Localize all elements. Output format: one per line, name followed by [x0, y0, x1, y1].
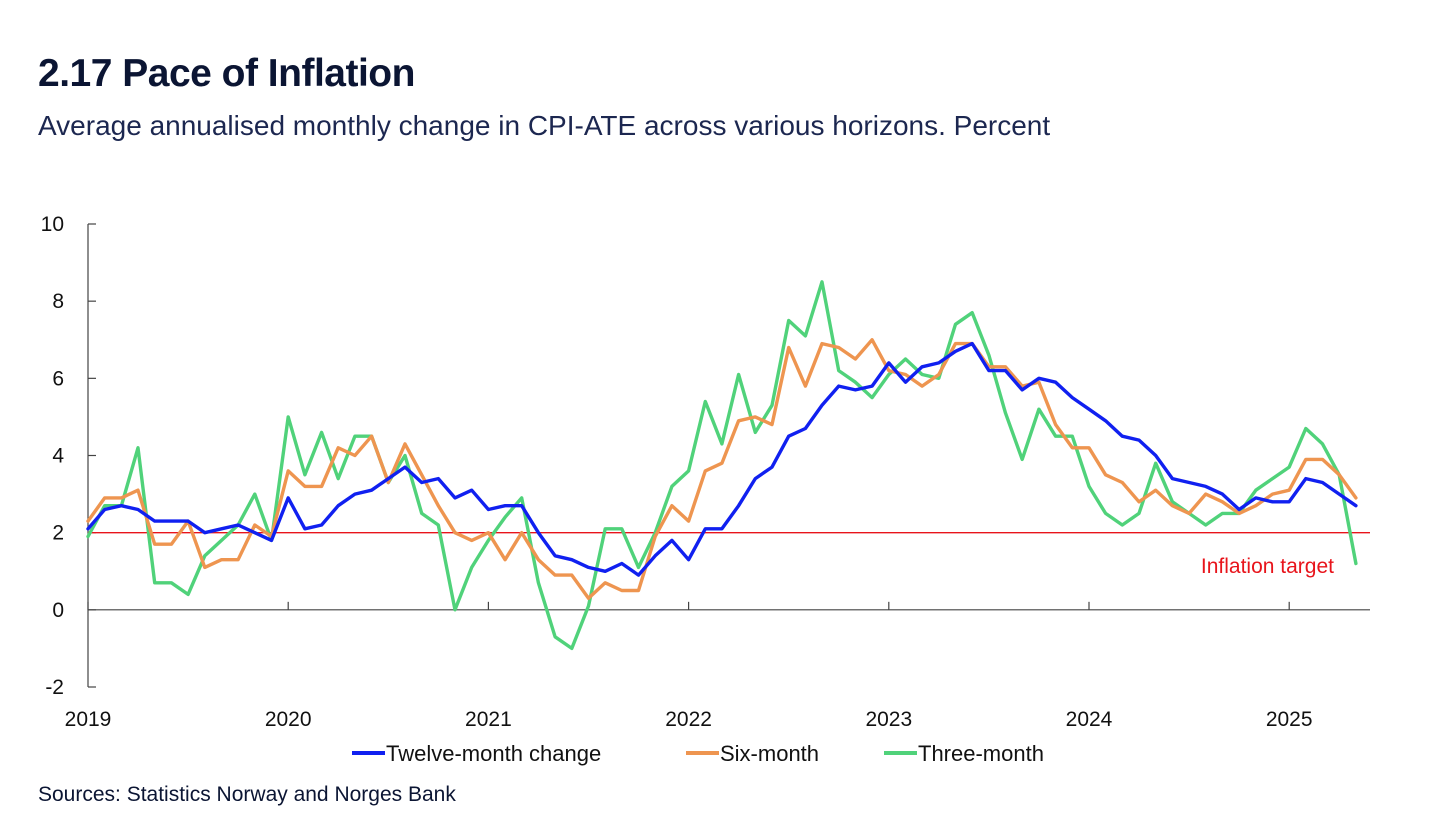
chart-title: 2.17 Pace of Inflation: [38, 52, 415, 95]
y-tick-label: 2: [52, 522, 64, 545]
series-line-twelve-month-change: [86, 341, 1358, 577]
legend-label: Twelve-month change: [386, 741, 601, 766]
x-tick-label: 2024: [1066, 708, 1113, 731]
x-tick-label: 2019: [65, 708, 112, 731]
y-tick-label: -2: [45, 676, 64, 699]
source-note: Sources: Statistics Norway and Norges Ba…: [38, 783, 456, 806]
legend: Twelve-month change Six-month Three-month: [352, 741, 1044, 766]
y-tick-label: 6: [52, 367, 64, 390]
y-tick-label: 4: [52, 445, 64, 468]
y-tick-label: 8: [52, 290, 64, 313]
legend-label: Three-month: [918, 741, 1044, 766]
x-tick-label: 2023: [865, 708, 912, 731]
reference-line-group: Inflation target: [88, 532, 1370, 578]
series-lines: [86, 280, 1358, 651]
x-tick-label: 2020: [265, 708, 312, 731]
y-tick-label: 10: [41, 213, 64, 236]
x-tick-label: 2021: [465, 708, 512, 731]
series-line-three-month: [86, 280, 1358, 651]
series-line-six-month: [86, 338, 1358, 600]
chart-subtitle: Average annualised monthly change in CPI…: [38, 110, 1051, 141]
y-tick-label: 0: [52, 599, 64, 622]
x-tick-label: 2025: [1266, 708, 1313, 731]
legend-label: Six-month: [720, 741, 819, 766]
axes: -2 0 2 4 6 8 10 2019 2020 2021 2022 2023 2024 2025: [41, 213, 1370, 731]
x-tick-label: 2022: [665, 708, 712, 731]
inflation-target-label: Inflation target: [1201, 555, 1334, 578]
